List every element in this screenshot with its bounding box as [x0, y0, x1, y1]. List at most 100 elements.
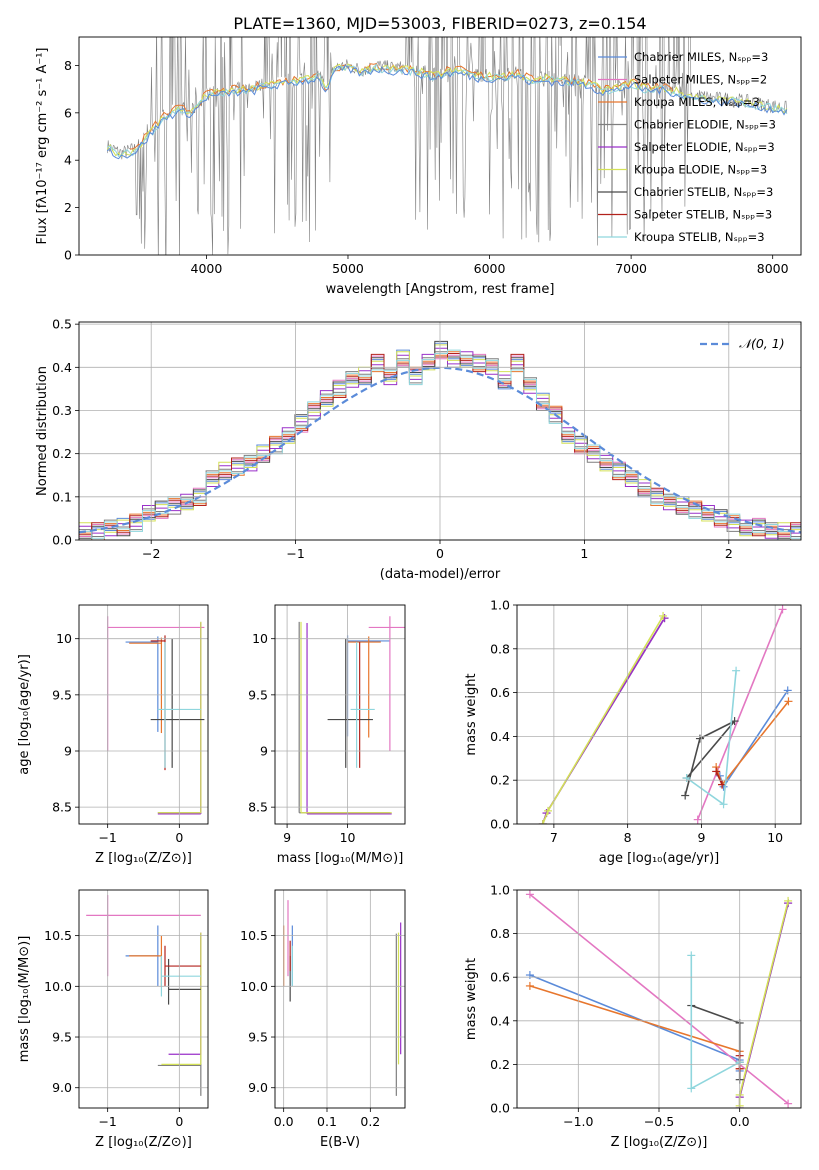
chart-mass-vs-ebv: 0.0 0.1 0.2 9.0 9.5 10.0 10.5 E(B-V): [240, 889, 406, 1150]
legend-label: 𝒩(0, 1): [739, 336, 785, 351]
y-tick-label: 0.0: [52, 533, 72, 548]
x-axis-label: Z [log₁₀(Z/Z⊙)]: [611, 1135, 708, 1150]
y-tick-label: 0.6: [490, 970, 510, 985]
y-tick-label: 9.5: [52, 687, 72, 702]
chart-weight-vs-Z: −1.0 −0.5 0.0 0.0 0.2 0.4 0.6 0.8 1.0 Z [log₁₀(Z/…: [464, 883, 802, 1150]
y-tick-label: 10: [56, 631, 72, 646]
x-tick-label: 10: [340, 830, 356, 845]
y-tick-label: 9.5: [52, 1030, 72, 1045]
y-tick-label: 0.1: [52, 489, 72, 504]
weight-line-chabrier_miles: [529, 974, 741, 1071]
x-tick-label: 0: [175, 1114, 183, 1129]
axes-frame: [78, 604, 209, 825]
y-tick-label: 0.4: [52, 360, 72, 375]
x-tick-label: −1: [98, 830, 116, 845]
x-tick-label: −2: [142, 546, 160, 561]
chart-spectrum: 4000 5000 6000 7000 8000 0 2 4 6 8 wavelength [Ang…: [35, 36, 802, 297]
histogram-kroupa_miles: [79, 351, 801, 540]
weight-line-kroupa_miles: [529, 985, 741, 1069]
x-tick-label: −1: [286, 546, 304, 561]
y-tick-label: 10.5: [240, 928, 268, 943]
y-tick-label: 0.2: [490, 773, 510, 788]
y-tick-label: 8: [64, 58, 72, 73]
axes-frame: [274, 604, 406, 825]
x-tick-label: 6000: [474, 261, 506, 276]
y-tick-label: 0.4: [490, 729, 510, 744]
y-tick-label: 10.5: [44, 928, 72, 943]
y-tick-label: 1.0: [490, 598, 510, 613]
histogram-kroupa_stelib: [79, 349, 801, 539]
x-tick-label: 0.1: [317, 1114, 337, 1129]
figure-title: PLATE=1360, MJD=53003, FIBERID=0273, z=0…: [233, 14, 646, 33]
axes-frame: [516, 889, 802, 1109]
plot-area-age-vs-Z: [107, 616, 205, 815]
y-tick-label: 0.0: [490, 817, 510, 832]
spectrum-data-line: [107, 37, 788, 255]
y-tick-label: 9.5: [248, 687, 268, 702]
y-tick-label: 9.0: [248, 1080, 268, 1095]
x-tick-label: 10: [767, 830, 783, 845]
y-axis-label: Normed distribution: [35, 366, 50, 496]
x-axis-label: wavelength [Angstrom, rest frame]: [326, 282, 555, 297]
plot-area-residuals: [79, 340, 801, 540]
y-tick-label: 8.5: [248, 800, 268, 815]
plot-area-age-vs-mass: [298, 616, 405, 815]
legend-label: Chabrier STELIB, Nₛₚₚ=3: [634, 185, 773, 199]
y-axis-label: mass weight: [464, 673, 479, 755]
x-axis-label: E(B-V): [320, 1135, 360, 1150]
x-tick-label: −1.0: [563, 1114, 593, 1129]
x-tick-label: 9: [697, 830, 705, 845]
x-axis-label: mass [log₁₀(M/M⊙)]: [277, 851, 404, 866]
y-tick-label: 0.0: [490, 1101, 510, 1116]
y-tick-label: 0.4: [490, 1013, 510, 1028]
legend-label: Salpeter STELIB, Nₛₚₚ=3: [634, 208, 772, 222]
y-tick-label: 8.5: [52, 800, 72, 815]
legend-label: Salpeter ELODIE, Nₛₚₚ=3: [634, 140, 775, 154]
model-line-chabrier_miles: [106, 64, 788, 160]
x-axis-label: (data-model)/error: [380, 567, 501, 582]
weight-line-salpeter_stelib: [715, 771, 723, 785]
y-tick-label: 0.8: [490, 641, 510, 656]
axes-frame: [516, 604, 802, 825]
weight-line-kroupa_stelib: [690, 955, 741, 1090]
chart-mass-vs-Z: −1 0 9.0 9.5 10.0 10.5 Z [log₁₀(Z/Z⊙)] mass [lo…: [17, 889, 209, 1150]
x-tick-label: 0.0: [730, 1114, 750, 1129]
y-tick-label: 9: [64, 744, 72, 759]
y-tick-label: 6: [64, 105, 72, 120]
y-tick-label: 0.2: [52, 446, 72, 461]
plot-area-mass-vs-Z: [86, 895, 202, 1096]
y-axis-label: Flux [fλ10⁻¹⁷ erg cm⁻² s⁻¹ A⁻¹]: [35, 48, 50, 245]
legend-label: Kroupa ELODIE, Nₛₚₚ=3: [634, 163, 767, 177]
legend-label: Salpeter MILES, Nₛₚₚ=2: [634, 73, 767, 87]
plot-area-weight-vs-age: [538, 605, 793, 824]
weight-line-chabrier_stelib: [684, 720, 736, 796]
legend-label: Chabrier MILES, Nₛₚₚ=3: [634, 50, 768, 64]
histogram-salpeter_miles: [79, 353, 801, 537]
y-tick-label: 0: [64, 248, 72, 263]
x-tick-label: 0.0: [274, 1114, 294, 1129]
y-tick-label: 0.5: [52, 317, 72, 332]
histogram-chabrier_miles: [79, 342, 801, 540]
y-axis-label: mass weight: [464, 958, 479, 1040]
x-tick-label: 1: [580, 546, 588, 561]
plot-area-spectrum: [106, 37, 788, 255]
y-axis-label: age [log₁₀(age/yr)]: [17, 654, 32, 775]
chart-weight-vs-age: 7 8 9 10 0.0 0.2 0.4 0.6 0.8 1.0 age [log₁₀(age/yr…: [464, 598, 802, 866]
x-tick-label: 9: [283, 830, 291, 845]
axes-frame: [274, 889, 406, 1109]
y-tick-label: 10.0: [44, 979, 72, 994]
x-axis-label: Z [log₁₀(Z/Z⊙)]: [95, 851, 192, 866]
model-line-kroupa_stelib: [107, 63, 788, 158]
x-tick-label: −1: [98, 1114, 116, 1129]
histogram-chabrier_stelib: [79, 340, 801, 539]
plot-area-mass-vs-ebv: [283, 900, 402, 1096]
axes-frame: [78, 321, 802, 541]
x-tick-label: 7: [550, 830, 558, 845]
y-tick-label: 1.0: [490, 883, 510, 898]
legend-label: Kroupa STELIB, Nₛₚₚ=3: [634, 230, 765, 244]
x-tick-label: 5000: [332, 261, 364, 276]
y-tick-label: 10: [252, 631, 268, 646]
histogram-salpeter_stelib: [79, 353, 801, 537]
histogram-chabrier_elodie: [79, 351, 801, 537]
